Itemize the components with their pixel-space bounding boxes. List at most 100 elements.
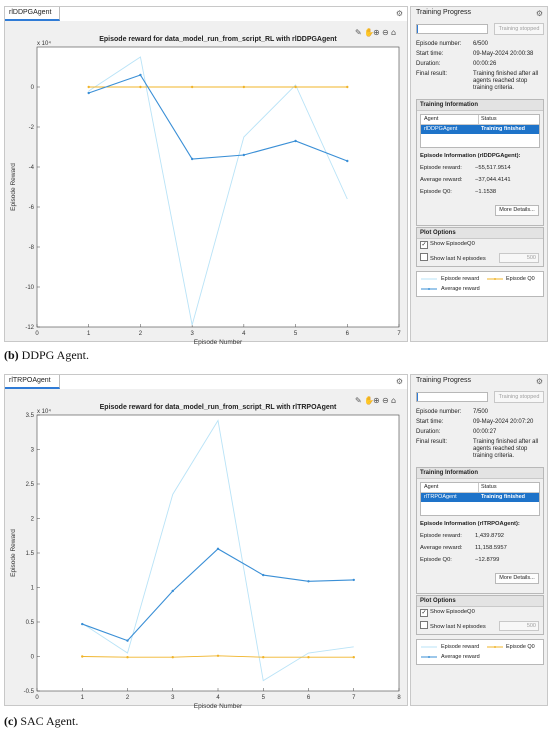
data-point-episode-q0 (171, 655, 174, 659)
show-last-n-checkbox[interactable]: Show last N episodes (420, 253, 486, 262)
last-n-input[interactable]: 500 (499, 253, 539, 263)
table-row[interactable]: rlTRPOAgent Training finished (421, 493, 539, 502)
table-row[interactable]: rlDDPGAgent Training finished (421, 125, 539, 134)
final-result-value: Training finished after all agents reach… (473, 71, 539, 91)
checkbox-box[interactable]: ✓ (420, 241, 428, 249)
duration-value: 00:00:27 (473, 429, 497, 435)
final-result-value: Training finished after all agents reach… (473, 439, 539, 459)
last-n-input[interactable]: 500 (499, 621, 539, 631)
checkbox-box[interactable] (420, 621, 428, 629)
pan-icon[interactable]: ✋ (364, 395, 374, 405)
x-tick-label: 0 (35, 695, 39, 701)
zoom-out-icon[interactable]: ⊖ (382, 396, 389, 405)
start-time-value: 09-May-2024 20:00:38 (473, 51, 534, 57)
more-details-button[interactable]: More Details... (495, 205, 539, 216)
show-last-n-label: Show last N episodes (430, 624, 486, 630)
gear-icon[interactable]: ⚙ (395, 377, 403, 386)
home-icon[interactable]: ⌂ (391, 28, 396, 37)
duration-label: Duration: (416, 429, 441, 435)
episode-reward-value: −55,517.9514 (475, 165, 511, 171)
col-agent: Agent (424, 116, 439, 122)
show-q0-checkbox[interactable]: ✓ Show EpisodeQ0 (420, 241, 475, 249)
agent-status-cell: Training finished (481, 126, 526, 132)
plot-options-header: Plot Options (417, 228, 543, 239)
data-point-average-reward (346, 159, 349, 163)
data-point-episode-q0 (81, 655, 84, 658)
agent-table-header: Agent Status (421, 483, 539, 493)
episode-reward-label: Episode reward: (420, 165, 462, 171)
caption-text: DDPG Agent. (18, 348, 90, 362)
episode-reward-row: Episode reward: −55,517.9514 (420, 165, 511, 171)
figure-caption-c: (c) SAC Agent. (4, 714, 78, 729)
agent-name-cell: rlTRPOAgent (424, 494, 457, 500)
x-tick-label: 0 (35, 331, 39, 337)
agent-table-header: Agent Status (421, 115, 539, 125)
data-point-average-reward (242, 153, 246, 157)
data-point-average-reward (126, 639, 129, 642)
plot-options-header: Plot Options (417, 596, 543, 607)
training-information-section: Training Information Agent Status rlTRPOA… (416, 467, 544, 594)
y-tick-label: -10 (25, 285, 34, 291)
episode-number-value: 7/500 (473, 409, 489, 415)
x-axis-label: Episode Number (194, 703, 243, 710)
final-result-label: Final result: (416, 71, 448, 77)
training-stopped-button[interactable]: Training stopped (494, 391, 544, 403)
episode-reward-row: Episode reward: 1,439.8792 (420, 533, 504, 539)
more-details-button[interactable]: More Details... (495, 573, 539, 584)
trpo-training-panel: rlTRPOAgent ⚙ Episode reward for data_mo… (0, 368, 550, 710)
duration-label: Duration: (416, 61, 441, 67)
legend-episode-reward: Episode reward (441, 276, 480, 282)
x-tick-label: 7 (397, 331, 401, 337)
data-point-average-reward (190, 157, 194, 161)
y-tick-label: -4 (29, 165, 35, 171)
data-point-episode-q0 (126, 655, 129, 659)
episode-number-value: 6/500 (473, 41, 489, 47)
average-reward-value: 11,158.5957 (475, 545, 507, 551)
episode-reward-label: Episode reward: (420, 533, 462, 539)
gear-icon[interactable]: ⚙ (395, 9, 403, 18)
col-agent: Agent (424, 484, 439, 490)
brush-icon[interactable]: ✎ (355, 396, 362, 405)
legend-episode-q0-marker (494, 278, 496, 280)
checkbox-box[interactable]: ✓ (420, 609, 428, 617)
legend-episode-q0: Episode Q0 (506, 276, 535, 282)
y-tick-label: -2 (29, 125, 35, 131)
zoom-out-icon[interactable]: ⊖ (382, 28, 389, 37)
y-tick-label: 1.5 (26, 551, 35, 557)
series-line-episode-reward (82, 419, 354, 682)
zoom-in-icon[interactable]: ⊕ (373, 28, 380, 37)
x-tick-label: 5 (262, 695, 266, 701)
data-point-average-reward (352, 578, 355, 582)
show-last-n-checkbox[interactable]: Show last N episodes (420, 621, 486, 630)
legend-average-reward-marker (428, 288, 430, 290)
tab-agent-plot[interactable]: rlTRPOAgent (5, 375, 60, 389)
gear-icon[interactable]: ⚙ (535, 9, 543, 18)
data-point-episode-q0 (352, 655, 355, 659)
caption-text: SAC Agent. (17, 714, 79, 728)
training-progress-pane: Training Progress ⚙ Training stopped Epi… (410, 374, 548, 706)
show-q0-checkbox[interactable]: ✓ Show EpisodeQ0 (420, 609, 475, 617)
y-axis-label: Episode Reward (10, 163, 17, 211)
average-reward-label: Average reward: (420, 177, 463, 183)
x-tick-label: 4 (216, 695, 220, 701)
tab-agent-plot[interactable]: rlDDPGAgent (5, 7, 61, 21)
episode-q0-label: Episode Q0: (420, 557, 452, 563)
brush-icon[interactable]: ✎ (355, 28, 362, 37)
gear-icon[interactable]: ⚙ (535, 377, 543, 386)
x-tick-label: 2 (139, 331, 143, 337)
agent-table: Agent Status rlDDPGAgent Training finished (420, 114, 540, 148)
pan-icon[interactable]: ✋ (364, 27, 374, 37)
episode-number-label: Episode number: (416, 41, 462, 47)
x-tick-label: 1 (81, 695, 85, 701)
training-progress-title: Training Progress (416, 9, 471, 16)
plot-window: rlTRPOAgent ⚙ Episode reward for data_mo… (4, 374, 408, 710)
zoom-in-icon[interactable]: ⊕ (373, 396, 380, 405)
start-time-value: 09-May-2024 20:07:20 (473, 419, 534, 425)
chart-title: Episode reward for data_model_run_from_s… (100, 404, 337, 411)
training-information-header: Training Information (417, 100, 543, 111)
training-stopped-button[interactable]: Training stopped (494, 23, 544, 35)
average-reward-value: −37,044.4141 (475, 177, 511, 183)
home-icon[interactable]: ⌂ (391, 396, 396, 405)
checkbox-box[interactable] (420, 253, 428, 261)
duration-value: 00:00:26 (473, 61, 497, 67)
